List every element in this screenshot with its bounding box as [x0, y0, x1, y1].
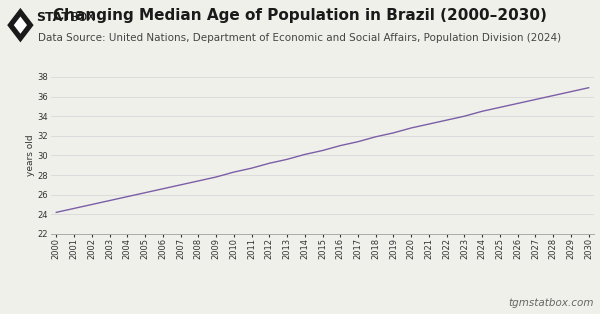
Text: STAT: STAT [37, 11, 70, 24]
Text: tgmstatbox.com: tgmstatbox.com [509, 298, 594, 308]
Text: Data Source: United Nations, Department of Economic and Social Affairs, Populati: Data Source: United Nations, Department … [38, 33, 562, 43]
Y-axis label: years old: years old [26, 135, 35, 176]
Text: Changing Median Age of Population in Brazil (2000–2030): Changing Median Age of Population in Bra… [53, 8, 547, 23]
Text: BOX: BOX [70, 11, 96, 24]
